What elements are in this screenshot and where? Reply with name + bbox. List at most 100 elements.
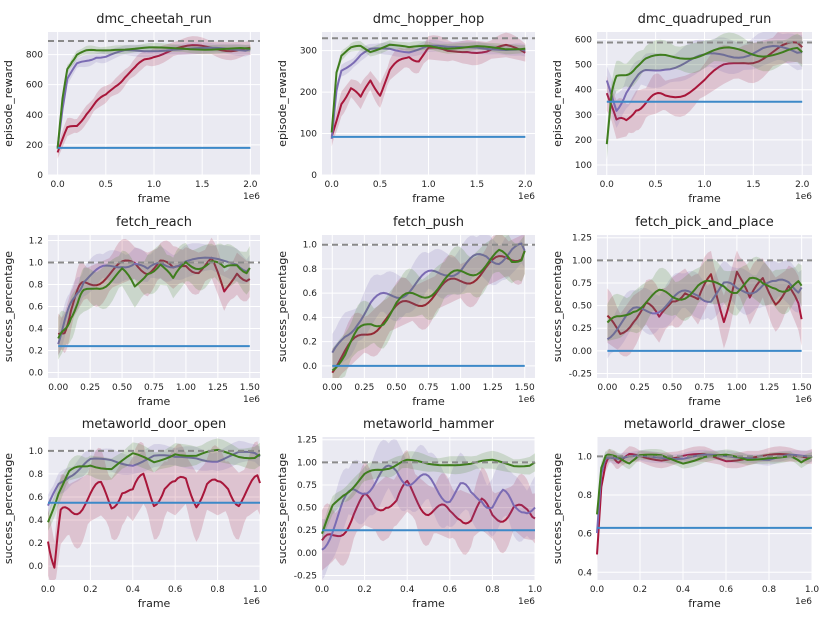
x-offset-label: 1e6 bbox=[795, 395, 812, 405]
y-axis-label: success_percentage bbox=[276, 251, 289, 362]
y-tick-label: 0.6 bbox=[303, 289, 318, 299]
series-band-red bbox=[322, 449, 535, 571]
y-tick-label: 1.25 bbox=[297, 436, 317, 446]
x-axis-label: frame bbox=[138, 597, 171, 610]
y-tick-label: -0.25 bbox=[294, 571, 317, 581]
series-line-green bbox=[596, 453, 813, 515]
x-tick-label: 0.00 bbox=[48, 383, 68, 393]
x-tick-label: 1.50 bbox=[792, 383, 812, 393]
x-tick-label: 0.5 bbox=[99, 180, 113, 190]
series-line-purple bbox=[57, 256, 251, 345]
subplot-6: 0.0 0.2 0.4 0.6 0.8 1.0 0.0 0.2 0.4 0.6 0.8 1.0 meta… bbox=[2, 417, 267, 610]
x-tick-label: 0.6 bbox=[168, 585, 183, 595]
y-tick-label: 0.25 bbox=[297, 526, 317, 536]
y-tick-label: 300 bbox=[300, 47, 317, 57]
y-tick-label: 1.25 bbox=[572, 234, 592, 244]
x-tick-label: 0.00 bbox=[322, 383, 342, 393]
series-line-purple bbox=[330, 44, 526, 139]
series-line-red bbox=[47, 472, 261, 569]
y-tick-label: 0.4 bbox=[303, 313, 318, 323]
series-line-red bbox=[56, 44, 251, 153]
x-tick-label: 0.4 bbox=[400, 585, 415, 595]
y-tick-label: 800 bbox=[26, 51, 43, 61]
series-line-purple bbox=[47, 450, 261, 506]
subplot-title: metaworld_hammer bbox=[363, 417, 495, 432]
y-tick-label: 0.6 bbox=[29, 493, 44, 503]
series-line-red bbox=[321, 479, 536, 541]
y-tick-label: 0.50 bbox=[572, 302, 592, 312]
y-tick-label: 0.2 bbox=[303, 338, 317, 348]
x-tick-label: 1.50 bbox=[240, 383, 260, 393]
y-tick-label: 0.4 bbox=[578, 568, 593, 578]
y-tick-label: 0 bbox=[37, 171, 43, 181]
y-tick-label: 200 bbox=[300, 88, 317, 98]
series-band-red bbox=[58, 237, 250, 355]
x-axis-label: frame bbox=[688, 192, 721, 205]
x-tick-label: 1.0 bbox=[805, 585, 820, 595]
y-tick-label: 300 bbox=[575, 111, 592, 121]
x-tick-label: 0.5 bbox=[373, 180, 387, 190]
series-band-red bbox=[331, 32, 526, 147]
x-axis-label: frame bbox=[138, 192, 171, 205]
series-band-purple bbox=[607, 259, 802, 359]
x-offset-label: 1e6 bbox=[795, 192, 812, 202]
x-tick-label: 0.25 bbox=[354, 383, 374, 393]
x-offset-label: 1e6 bbox=[795, 597, 812, 607]
subplot-title: metaworld_door_open bbox=[82, 417, 226, 432]
x-offset-label: 1e6 bbox=[243, 597, 260, 607]
y-axis-label: success_percentage bbox=[2, 251, 15, 362]
series-band-green bbox=[606, 32, 803, 160]
y-tick-label: 0.2 bbox=[29, 539, 43, 549]
subplot-8: 0.0 0.2 0.4 0.6 0.8 1.0 0.4 0.6 0.8 1.0 metaworld_… bbox=[551, 417, 819, 610]
y-tick-label: 100 bbox=[575, 161, 592, 171]
x-offset-label: 1e6 bbox=[243, 192, 260, 202]
series-band-red bbox=[606, 32, 803, 139]
series-line-purple bbox=[56, 46, 251, 148]
x-tick-label: 0.8 bbox=[762, 585, 777, 595]
series-band-purple bbox=[322, 439, 535, 580]
x-tick-label: 2.0 bbox=[518, 180, 533, 190]
y-tick-label: 0.8 bbox=[29, 281, 44, 291]
y-tick-label: 1.0 bbox=[303, 241, 318, 251]
x-tick-label: 0.6 bbox=[443, 585, 458, 595]
y-axis-label: episode_reward bbox=[276, 60, 289, 147]
y-tick-label: 500 bbox=[575, 61, 592, 71]
y-tick-label: 0.2 bbox=[29, 347, 43, 357]
x-tick-label: 0.2 bbox=[357, 585, 371, 595]
series-band-green bbox=[332, 235, 525, 378]
x-tick-label: 0.25 bbox=[80, 383, 100, 393]
x-tick-label: 0.0 bbox=[600, 180, 615, 190]
subplot-3: 0.00 0.25 0.50 0.75 1.00 1.25 1.50 0.0 0.2 0.4 0.6… bbox=[2, 215, 260, 408]
subplot-title: fetch_reach bbox=[116, 215, 192, 230]
y-tick-label: 1.2 bbox=[29, 237, 43, 247]
series-band-green bbox=[58, 243, 250, 360]
x-tick-label: 0.4 bbox=[126, 585, 141, 595]
series-band-green bbox=[322, 450, 535, 541]
x-tick-label: 0.0 bbox=[325, 180, 340, 190]
x-axis-label: frame bbox=[412, 395, 445, 408]
x-tick-label: 0.2 bbox=[83, 585, 97, 595]
y-tick-label: 400 bbox=[26, 111, 43, 121]
x-tick-label: 0.00 bbox=[597, 383, 617, 393]
x-tick-label: 2.0 bbox=[243, 180, 258, 190]
x-tick-label: 0.50 bbox=[112, 383, 132, 393]
y-tick-label: 0.00 bbox=[297, 549, 317, 559]
y-tick-label: 0.50 bbox=[297, 504, 317, 514]
x-offset-label: 1e6 bbox=[243, 395, 260, 405]
series-line-green bbox=[47, 448, 261, 523]
subplot-title: fetch_push bbox=[393, 215, 464, 230]
y-tick-label: 0.0 bbox=[29, 369, 44, 379]
y-tick-label: -0.25 bbox=[569, 369, 592, 379]
x-tick-label: 0.8 bbox=[485, 585, 500, 595]
y-tick-label: 200 bbox=[575, 136, 592, 146]
x-tick-label: 0.4 bbox=[676, 585, 691, 595]
x-offset-label: 1e6 bbox=[518, 395, 535, 405]
x-tick-label: 1.0 bbox=[528, 585, 543, 595]
y-axis-label: episode_reward bbox=[2, 60, 15, 147]
x-axis-label: frame bbox=[412, 597, 445, 610]
series-line-green bbox=[331, 248, 526, 372]
series-line-red bbox=[605, 41, 803, 122]
y-tick-label: 0.4 bbox=[29, 325, 44, 335]
x-tick-label: 2.0 bbox=[795, 180, 810, 190]
